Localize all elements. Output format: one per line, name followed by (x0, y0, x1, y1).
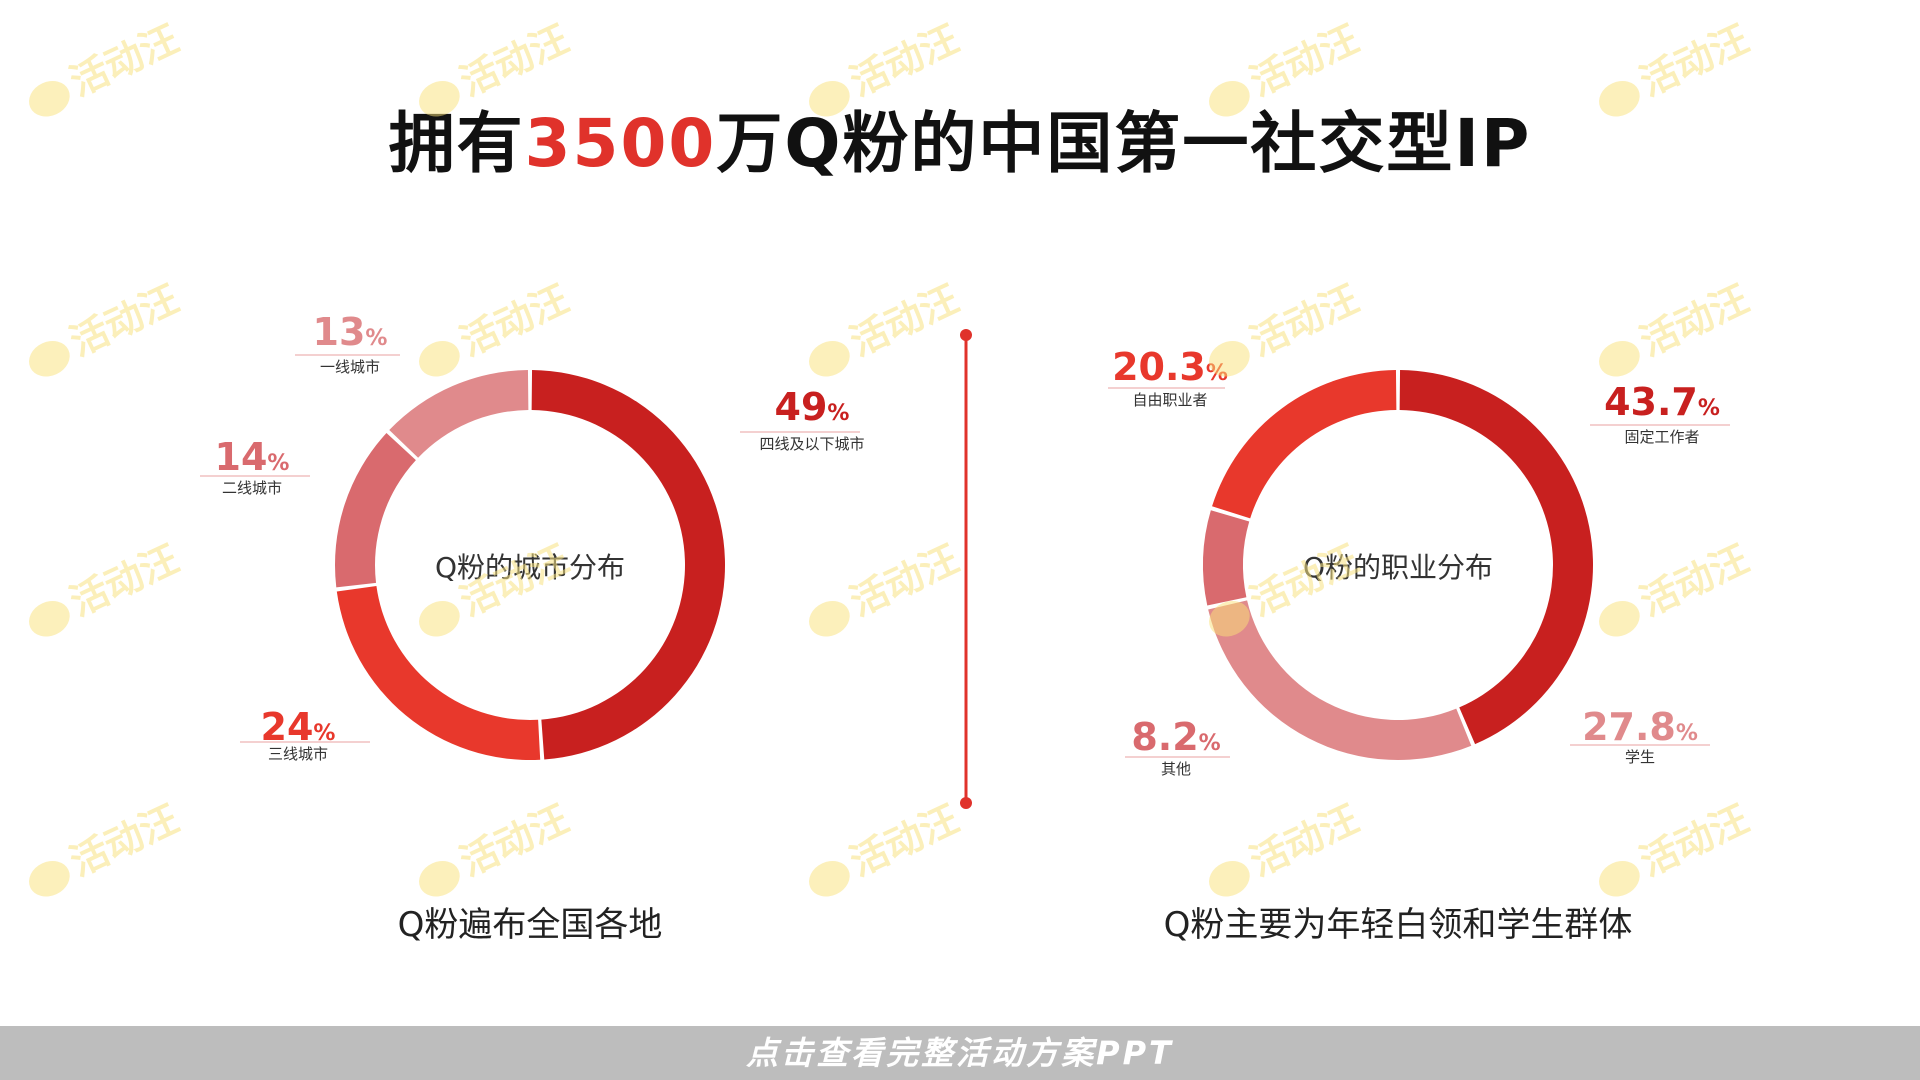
chart-center-label: Q粉的职业分布 (1303, 551, 1493, 584)
title-highlight: 3500 (524, 105, 717, 182)
donut-slice (336, 586, 541, 761)
donut-slice (335, 433, 416, 588)
slice-category-label: 三线城市 (268, 745, 328, 763)
slice-value-label: 14% (215, 435, 290, 479)
slice-value-label: 49% (775, 385, 850, 429)
slice-category-label: 四线及以下城市 (759, 435, 864, 453)
donut-slice (1399, 370, 1594, 745)
slice-value-label: 27.8% (1582, 705, 1698, 749)
slice-value-label: 43.7% (1604, 380, 1720, 424)
slice-value-label: 24% (261, 705, 336, 749)
city-distribution-donut: Q粉的城市分布 49% 四线及以下城市 24%三线城市 14%二线城市 13% 一线城市 (200, 310, 865, 763)
donut-slice (1212, 370, 1397, 519)
slice-category-label: 其他 (1161, 760, 1191, 778)
divider-top-dot (960, 329, 972, 341)
slice-category-label: 学生 (1625, 748, 1655, 766)
slice-value-label: 13% (313, 310, 388, 354)
chart-center-label: Q粉的城市分布 (435, 551, 625, 584)
chart-caption-right: Q粉主要为年轻白领和学生群体 (1163, 905, 1633, 945)
occupation-distribution-donut: Q粉的职业分布 43.7% 固定工作者 27.8%学生 8.2%其他 20.3% 自由职业… (1108, 345, 1730, 778)
slice-category-label: 一线城市 (320, 358, 380, 376)
slice-category-label: 固定工作者 (1624, 428, 1699, 446)
slice-category-label: 二线城市 (222, 479, 282, 497)
chart-caption-left: Q粉遍布全国各地 (397, 905, 663, 945)
donut-slice (1208, 600, 1472, 760)
divider-bottom-dot (960, 797, 972, 809)
donut-slice (531, 370, 725, 760)
slice-category-label: 自由职业者 (1132, 391, 1207, 409)
slice-value-label: 8.2% (1131, 715, 1220, 759)
view-full-plan-link[interactable]: 点击查看完整活动方案PPT (0, 1026, 1920, 1080)
donut-slice (1203, 510, 1250, 606)
donut-slice (389, 370, 529, 458)
slice-value-label: 20.3% (1112, 345, 1228, 389)
